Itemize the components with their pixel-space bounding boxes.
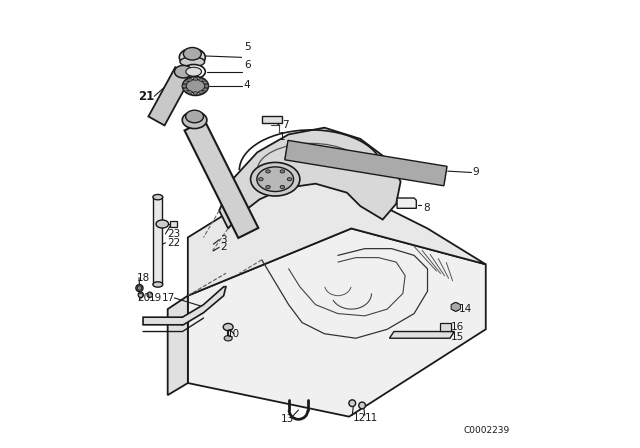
Ellipse shape: [193, 77, 198, 81]
Ellipse shape: [188, 78, 192, 82]
Text: 3: 3: [221, 235, 227, 245]
Ellipse shape: [184, 88, 188, 91]
Ellipse shape: [182, 112, 207, 129]
Text: 5: 5: [244, 42, 250, 52]
Polygon shape: [154, 197, 163, 284]
Ellipse shape: [174, 65, 192, 78]
Ellipse shape: [203, 81, 207, 84]
Text: 14: 14: [459, 304, 472, 314]
Polygon shape: [188, 181, 486, 296]
Ellipse shape: [182, 77, 209, 95]
Ellipse shape: [280, 185, 285, 189]
Polygon shape: [143, 287, 226, 325]
Text: 16: 16: [451, 322, 465, 332]
Text: 23: 23: [167, 229, 180, 239]
Polygon shape: [170, 221, 177, 227]
Ellipse shape: [199, 90, 204, 94]
Ellipse shape: [179, 48, 205, 66]
Ellipse shape: [223, 323, 233, 331]
Ellipse shape: [287, 178, 292, 181]
Polygon shape: [219, 128, 401, 228]
Ellipse shape: [224, 336, 232, 341]
Text: 17: 17: [163, 293, 175, 303]
Text: 7: 7: [282, 121, 289, 130]
Polygon shape: [389, 332, 454, 338]
Ellipse shape: [204, 84, 209, 87]
Text: C0002239: C0002239: [463, 426, 509, 435]
Ellipse shape: [452, 303, 460, 311]
Text: 6: 6: [244, 60, 250, 70]
Text: 10: 10: [227, 329, 241, 339]
Ellipse shape: [156, 220, 168, 228]
Ellipse shape: [184, 81, 188, 84]
Ellipse shape: [259, 178, 263, 181]
Text: 13: 13: [280, 414, 294, 424]
Text: 18: 18: [136, 273, 150, 283]
Ellipse shape: [137, 286, 141, 290]
Ellipse shape: [257, 167, 294, 192]
Ellipse shape: [193, 91, 198, 95]
Text: 19: 19: [149, 293, 162, 303]
Text: 21: 21: [138, 90, 155, 103]
Ellipse shape: [153, 194, 163, 200]
Text: 4: 4: [244, 80, 250, 90]
Polygon shape: [397, 198, 416, 208]
Ellipse shape: [199, 78, 204, 82]
Text: 2: 2: [221, 242, 227, 252]
Polygon shape: [285, 140, 447, 186]
Polygon shape: [262, 116, 282, 123]
Ellipse shape: [203, 88, 207, 91]
Text: 20: 20: [138, 293, 151, 303]
Ellipse shape: [188, 90, 192, 94]
Ellipse shape: [136, 284, 143, 292]
Text: 8: 8: [423, 203, 429, 213]
Ellipse shape: [186, 67, 202, 76]
Ellipse shape: [183, 47, 201, 60]
Ellipse shape: [153, 282, 163, 287]
Ellipse shape: [349, 400, 356, 407]
Text: 9: 9: [472, 168, 479, 177]
Text: 22: 22: [167, 238, 180, 248]
Ellipse shape: [280, 170, 285, 173]
Ellipse shape: [251, 162, 300, 196]
Ellipse shape: [186, 79, 205, 93]
Text: 12: 12: [353, 413, 367, 422]
Polygon shape: [148, 67, 191, 125]
Ellipse shape: [138, 292, 143, 297]
Ellipse shape: [182, 84, 186, 87]
Polygon shape: [451, 302, 460, 311]
Ellipse shape: [147, 292, 152, 297]
Ellipse shape: [266, 185, 270, 189]
Ellipse shape: [180, 57, 205, 67]
Polygon shape: [168, 296, 188, 395]
Ellipse shape: [186, 110, 204, 123]
Ellipse shape: [182, 65, 205, 79]
Text: 15: 15: [451, 332, 465, 342]
Polygon shape: [440, 323, 451, 331]
Text: 11: 11: [365, 413, 378, 422]
Ellipse shape: [266, 170, 270, 173]
Polygon shape: [184, 121, 259, 238]
Ellipse shape: [359, 402, 365, 409]
Polygon shape: [188, 228, 486, 417]
Text: 1: 1: [279, 132, 285, 142]
